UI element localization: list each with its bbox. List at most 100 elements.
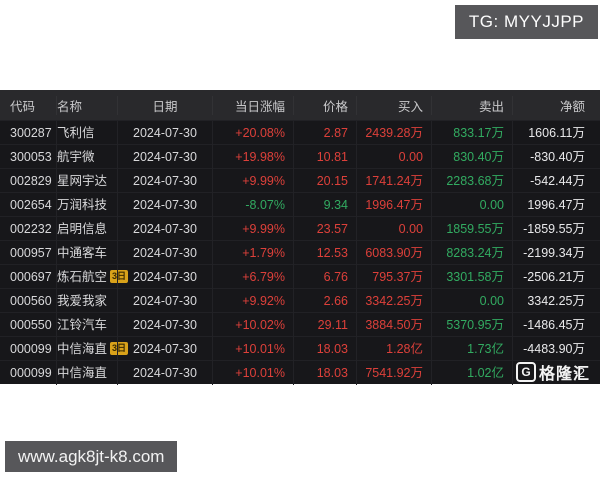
cell-buy: 1996.47万	[356, 192, 431, 217]
stock-table: 代码 名称 日期 当日涨幅 价格 买入 卖出 净额 300287 飞利信 2024-…	[0, 90, 600, 385]
cell-date: 2024-07-30	[117, 168, 212, 193]
cell-buy: 0.00	[356, 144, 431, 169]
cell-net: 1606.11万	[512, 120, 600, 145]
cell-price: 18.03	[293, 360, 356, 385]
cell-net: -2506.21万	[512, 264, 600, 289]
cell-net: -4483.90万	[512, 336, 600, 361]
column-header-change: 当日涨幅	[212, 95, 293, 115]
table-row[interactable]: 000957 中通客车 2024-07-30 +1.79% 12.53 6083.90万 8…	[0, 240, 600, 265]
cell-name: 炼石航空 3日	[56, 264, 129, 289]
cell-date: 2024-07-30	[117, 336, 212, 361]
cell-sell: 830.40万	[431, 144, 512, 169]
column-header-sell: 卖出	[431, 95, 512, 115]
cell-price: 6.76	[293, 264, 356, 289]
cell-sell: 0.00	[431, 192, 512, 217]
limit-up-days-badge: 3日	[110, 270, 129, 283]
cell-sell: 3301.58万	[431, 264, 512, 289]
cell-buy: 1.28亿	[356, 336, 431, 361]
cell-buy: 7541.92万	[356, 360, 431, 385]
cell-price: 10.81	[293, 144, 356, 169]
column-header-net: 净额	[512, 95, 600, 115]
cell-net: -542.44万	[512, 168, 600, 193]
cell-name: 启明信息	[56, 216, 117, 241]
cell-net: -2	[512, 360, 600, 385]
cell-code: 300053	[10, 149, 52, 164]
cell-net: -2199.34万	[512, 240, 600, 265]
cell-code: 002232	[10, 221, 52, 236]
gelonghui-logo-icon: G	[515, 362, 536, 382]
cell-name: 中通客车	[56, 240, 117, 265]
cell-date: 2024-07-30	[117, 216, 212, 241]
cell-sell: 2283.68万	[431, 168, 512, 193]
table-row[interactable]: 000099 中信海直 3日 2024-07-30 +10.01% 18.03 1.28亿 1…	[0, 336, 600, 361]
telegram-contact-badge: TG: MYYJJPP	[454, 5, 598, 39]
cell-net: 3342.25万	[512, 288, 600, 313]
column-header-date: 日期	[117, 95, 212, 115]
cell-name: 中信海直 3日	[56, 336, 129, 361]
table-row[interactable]: 000099 中信海直 2024-07-30 +10.01% 18.03 7541.92万…	[0, 360, 600, 385]
cell-price: 2.66	[293, 288, 356, 313]
cell-price: 23.57	[293, 216, 356, 241]
cell-price: 18.03	[293, 336, 356, 361]
cell-change: +19.98%	[212, 144, 293, 169]
column-header-buy: 买入	[356, 95, 431, 115]
table-row[interactable]: 000550 江铃汽车 2024-07-30 +10.02% 29.11 3884.50万…	[0, 312, 600, 337]
cell-code: 000957	[10, 245, 52, 260]
cell-code: 000099	[10, 365, 52, 380]
cell-code: 300287	[10, 125, 52, 140]
cell-code: 000099	[10, 341, 52, 356]
cell-sell: 1859.55万	[431, 216, 512, 241]
column-header-code: 代码	[10, 99, 36, 114]
cell-price: 29.11	[293, 312, 356, 337]
cell-sell: 833.17万	[431, 120, 512, 145]
cell-date: 2024-07-30	[117, 144, 212, 169]
cell-price: 12.53	[293, 240, 356, 265]
cell-name: 江铃汽车	[56, 312, 117, 337]
cell-sell: 8283.24万	[431, 240, 512, 265]
cell-change: +10.01%	[212, 336, 293, 361]
cell-change: +9.92%	[212, 288, 293, 313]
cell-sell: 1.73亿	[431, 336, 512, 361]
cell-change: +20.08%	[212, 120, 293, 145]
cell-change: +6.79%	[212, 264, 293, 289]
cell-buy: 6083.90万	[356, 240, 431, 265]
table-header-row: 代码 名称 日期 当日涨幅 价格 买入 卖出 净额	[0, 90, 600, 120]
cell-buy: 0.00	[356, 216, 431, 241]
cell-net: -830.40万	[512, 144, 600, 169]
cell-change: -8.07%	[212, 192, 293, 217]
cell-sell: 1.02亿	[431, 360, 512, 385]
cell-name: 我爱我家	[56, 288, 117, 313]
website-url-badge: www.agk8jt-k8.com	[5, 441, 178, 472]
cell-change: +10.01%	[212, 360, 293, 385]
table-row[interactable]: 300287 飞利信 2024-07-30 +20.08% 2.87 2439.28万 83…	[0, 120, 600, 145]
cell-net: -1486.45万	[512, 312, 600, 337]
cell-date: 2024-07-30	[117, 288, 212, 313]
cell-date: 2024-07-30	[117, 312, 212, 337]
cell-code: 002829	[10, 173, 52, 188]
cell-buy: 1741.24万	[356, 168, 431, 193]
cell-code: 000560	[10, 293, 52, 308]
gelonghui-watermark: G 格隆汇	[515, 361, 590, 383]
cell-price: 9.34	[293, 192, 356, 217]
cell-date: 2024-07-30	[117, 120, 212, 145]
cell-buy: 3342.25万	[356, 288, 431, 313]
column-header-price: 价格	[293, 95, 356, 115]
cell-sell: 5370.95万	[431, 312, 512, 337]
table-row[interactable]: 300053 航宇微 2024-07-30 +19.98% 10.81 0.00 830.4…	[0, 144, 600, 169]
cell-net: -1859.55万	[512, 216, 600, 241]
table-row[interactable]: 002654 万润科技 2024-07-30 -8.07% 9.34 1996.47万 0.…	[0, 192, 600, 217]
cell-code: 002654	[10, 197, 52, 212]
table-row[interactable]: 002829 星网宇达 2024-07-30 +9.99% 20.15 1741.24万 2…	[0, 168, 600, 193]
cell-name: 航宇微	[56, 144, 117, 169]
cell-date: 2024-07-30	[117, 240, 212, 265]
table-row[interactable]: 002232 启明信息 2024-07-30 +9.99% 23.57 0.00 1859.…	[0, 216, 600, 241]
cell-change: +9.99%	[212, 216, 293, 241]
cell-change: +1.79%	[212, 240, 293, 265]
cell-name: 飞利信	[56, 120, 117, 145]
table-row[interactable]: 000697 炼石航空 3日 2024-07-30 +6.79% 6.76 795.37万 3…	[0, 264, 600, 289]
table-row[interactable]: 000560 我爱我家 2024-07-30 +9.92% 2.66 3342.25万 0.…	[0, 288, 600, 313]
cell-buy: 3884.50万	[356, 312, 431, 337]
cell-date: 2024-07-30	[117, 360, 212, 385]
cell-name: 万润科技	[56, 192, 117, 217]
cell-date: 2024-07-30	[117, 264, 212, 289]
